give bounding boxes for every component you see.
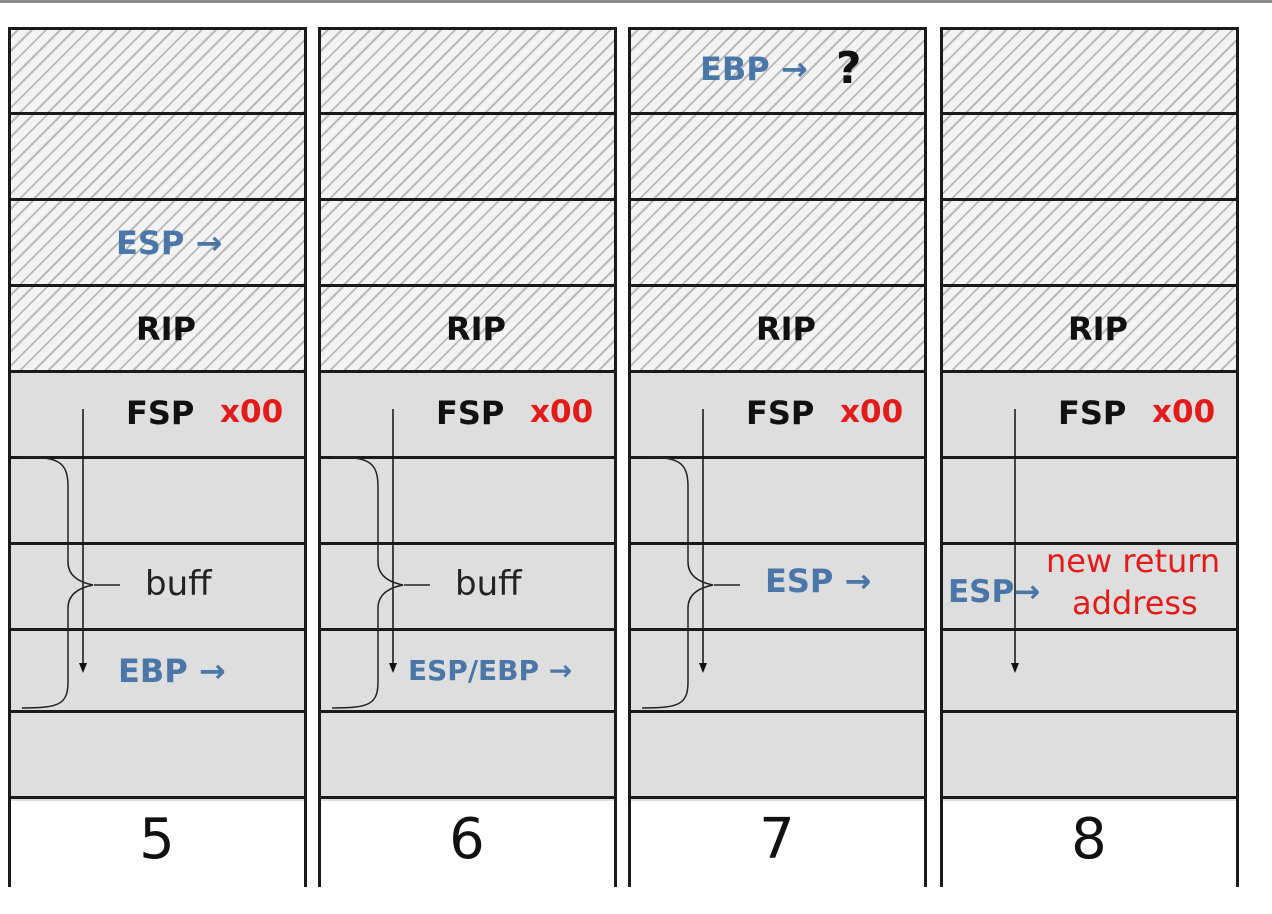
stack-left-border <box>318 27 321 887</box>
stack-slot-9 <box>318 715 616 801</box>
stack-slot-1 <box>318 27 616 113</box>
stack-left-border <box>628 27 631 887</box>
stack-slot-2 <box>8 113 306 199</box>
stack-frame-5: ESP → RIP FSP x00 buff EBP → 5 <box>8 27 307 887</box>
fsp-label: FSP <box>126 394 195 432</box>
stack-slot-1 <box>628 27 926 113</box>
step-number: 8 <box>1071 807 1107 872</box>
stack-slot-1 <box>940 27 1238 113</box>
fsp-label: FSP <box>1058 394 1127 432</box>
stack-slot-rip <box>8 285 306 371</box>
fsp-label: FSP <box>746 394 815 432</box>
unknown-marker: ? <box>836 43 862 94</box>
esp-pointer: ESP→ <box>948 574 1041 610</box>
step-number: 6 <box>449 807 485 872</box>
stack-number-cell <box>318 801 616 887</box>
stack-slot-6 <box>8 457 306 543</box>
rip-label: RIP <box>136 310 196 348</box>
stack-slot-8 <box>940 629 1238 715</box>
stack-slot-6 <box>318 457 616 543</box>
stack-slot-rip <box>318 285 616 371</box>
esp-ebp-pointer: ESP/EBP → <box>408 654 573 687</box>
stack-slot-9 <box>940 715 1238 801</box>
flow-overlay <box>331 409 430 709</box>
stack-slot-7 <box>318 543 616 629</box>
arrow-head-icon <box>389 663 397 673</box>
top-border <box>0 0 1272 3</box>
stack-slot-3 <box>940 199 1238 285</box>
stack-slot-8 <box>8 629 306 715</box>
stack-slot-3 <box>628 199 926 285</box>
x00-marker: x00 <box>220 394 284 430</box>
x00-marker: x00 <box>1152 394 1216 430</box>
buff-label: buff <box>455 564 522 604</box>
stack-left-border <box>940 27 943 887</box>
stack-number-cell <box>940 801 1238 887</box>
stack-slot-2 <box>628 113 926 199</box>
step-number: 7 <box>759 807 795 872</box>
brace-icon <box>641 456 714 709</box>
stack-slot-8 <box>628 629 926 715</box>
arrow-head-icon <box>1011 663 1019 673</box>
step-number: 5 <box>139 807 175 872</box>
stack-frame-7: EBP → ? RIP FSP x00 ESP → 7 <box>628 27 927 887</box>
stack-right-border <box>1236 27 1239 887</box>
stack-slot-9 <box>8 715 306 801</box>
stack-slot-7 <box>628 543 926 629</box>
stack-slot-3 <box>318 199 616 285</box>
stack-left-border <box>8 27 11 887</box>
stack-slot-fsp <box>940 371 1238 457</box>
stack-slot-3 <box>8 199 306 285</box>
rip-label: RIP <box>1068 310 1128 348</box>
fsp-label: FSP <box>436 394 505 432</box>
stack-slot-rip <box>628 285 926 371</box>
stack-slot-7 <box>8 543 306 629</box>
flow-overlay <box>1011 409 1019 673</box>
stack-frame-8: RIP FSP x00 ESP→ new return address 8 <box>940 27 1239 887</box>
esp-pointer: ESP → <box>116 224 223 262</box>
stack-number-cell <box>628 801 926 887</box>
new-return-line2: address <box>1072 584 1198 622</box>
ebp-pointer: EBP → <box>118 652 226 690</box>
stack-slot-fsp <box>318 371 616 457</box>
stack-slot-6 <box>628 457 926 543</box>
esp-pointer: ESP → <box>765 562 872 600</box>
stack-slot-2 <box>318 113 616 199</box>
stack-slot-2 <box>940 113 1238 199</box>
arrow-head-icon <box>79 663 87 673</box>
new-return-line1: new return <box>1046 542 1221 580</box>
stack-slot-fsp <box>8 371 306 457</box>
flow-overlay <box>641 409 740 709</box>
stack-slot-7 <box>940 543 1238 629</box>
stack-right-border <box>924 27 927 887</box>
stack-frame-6: RIP FSP x00 buff ESP/EBP → 6 <box>318 27 617 887</box>
stack-slot-9 <box>628 715 926 801</box>
stack-slot-rip <box>940 285 1238 371</box>
stack-right-border <box>614 27 617 887</box>
stack-slot-1 <box>8 27 306 113</box>
rip-label: RIP <box>756 310 816 348</box>
stack-slot-8 <box>318 629 616 715</box>
arrow-head-icon <box>699 663 707 673</box>
x00-marker: x00 <box>530 394 594 430</box>
stack-slot-6 <box>940 457 1238 543</box>
rip-label: RIP <box>446 310 506 348</box>
flow-overlay <box>21 409 120 709</box>
brace-icon <box>331 456 404 709</box>
stack-right-border <box>304 27 307 887</box>
stack-number-cell <box>8 801 306 887</box>
stack-slot-fsp <box>628 371 926 457</box>
ebp-pointer: EBP → <box>700 50 808 88</box>
brace-icon <box>21 456 94 709</box>
buff-label: buff <box>145 564 212 604</box>
x00-marker: x00 <box>840 394 904 430</box>
